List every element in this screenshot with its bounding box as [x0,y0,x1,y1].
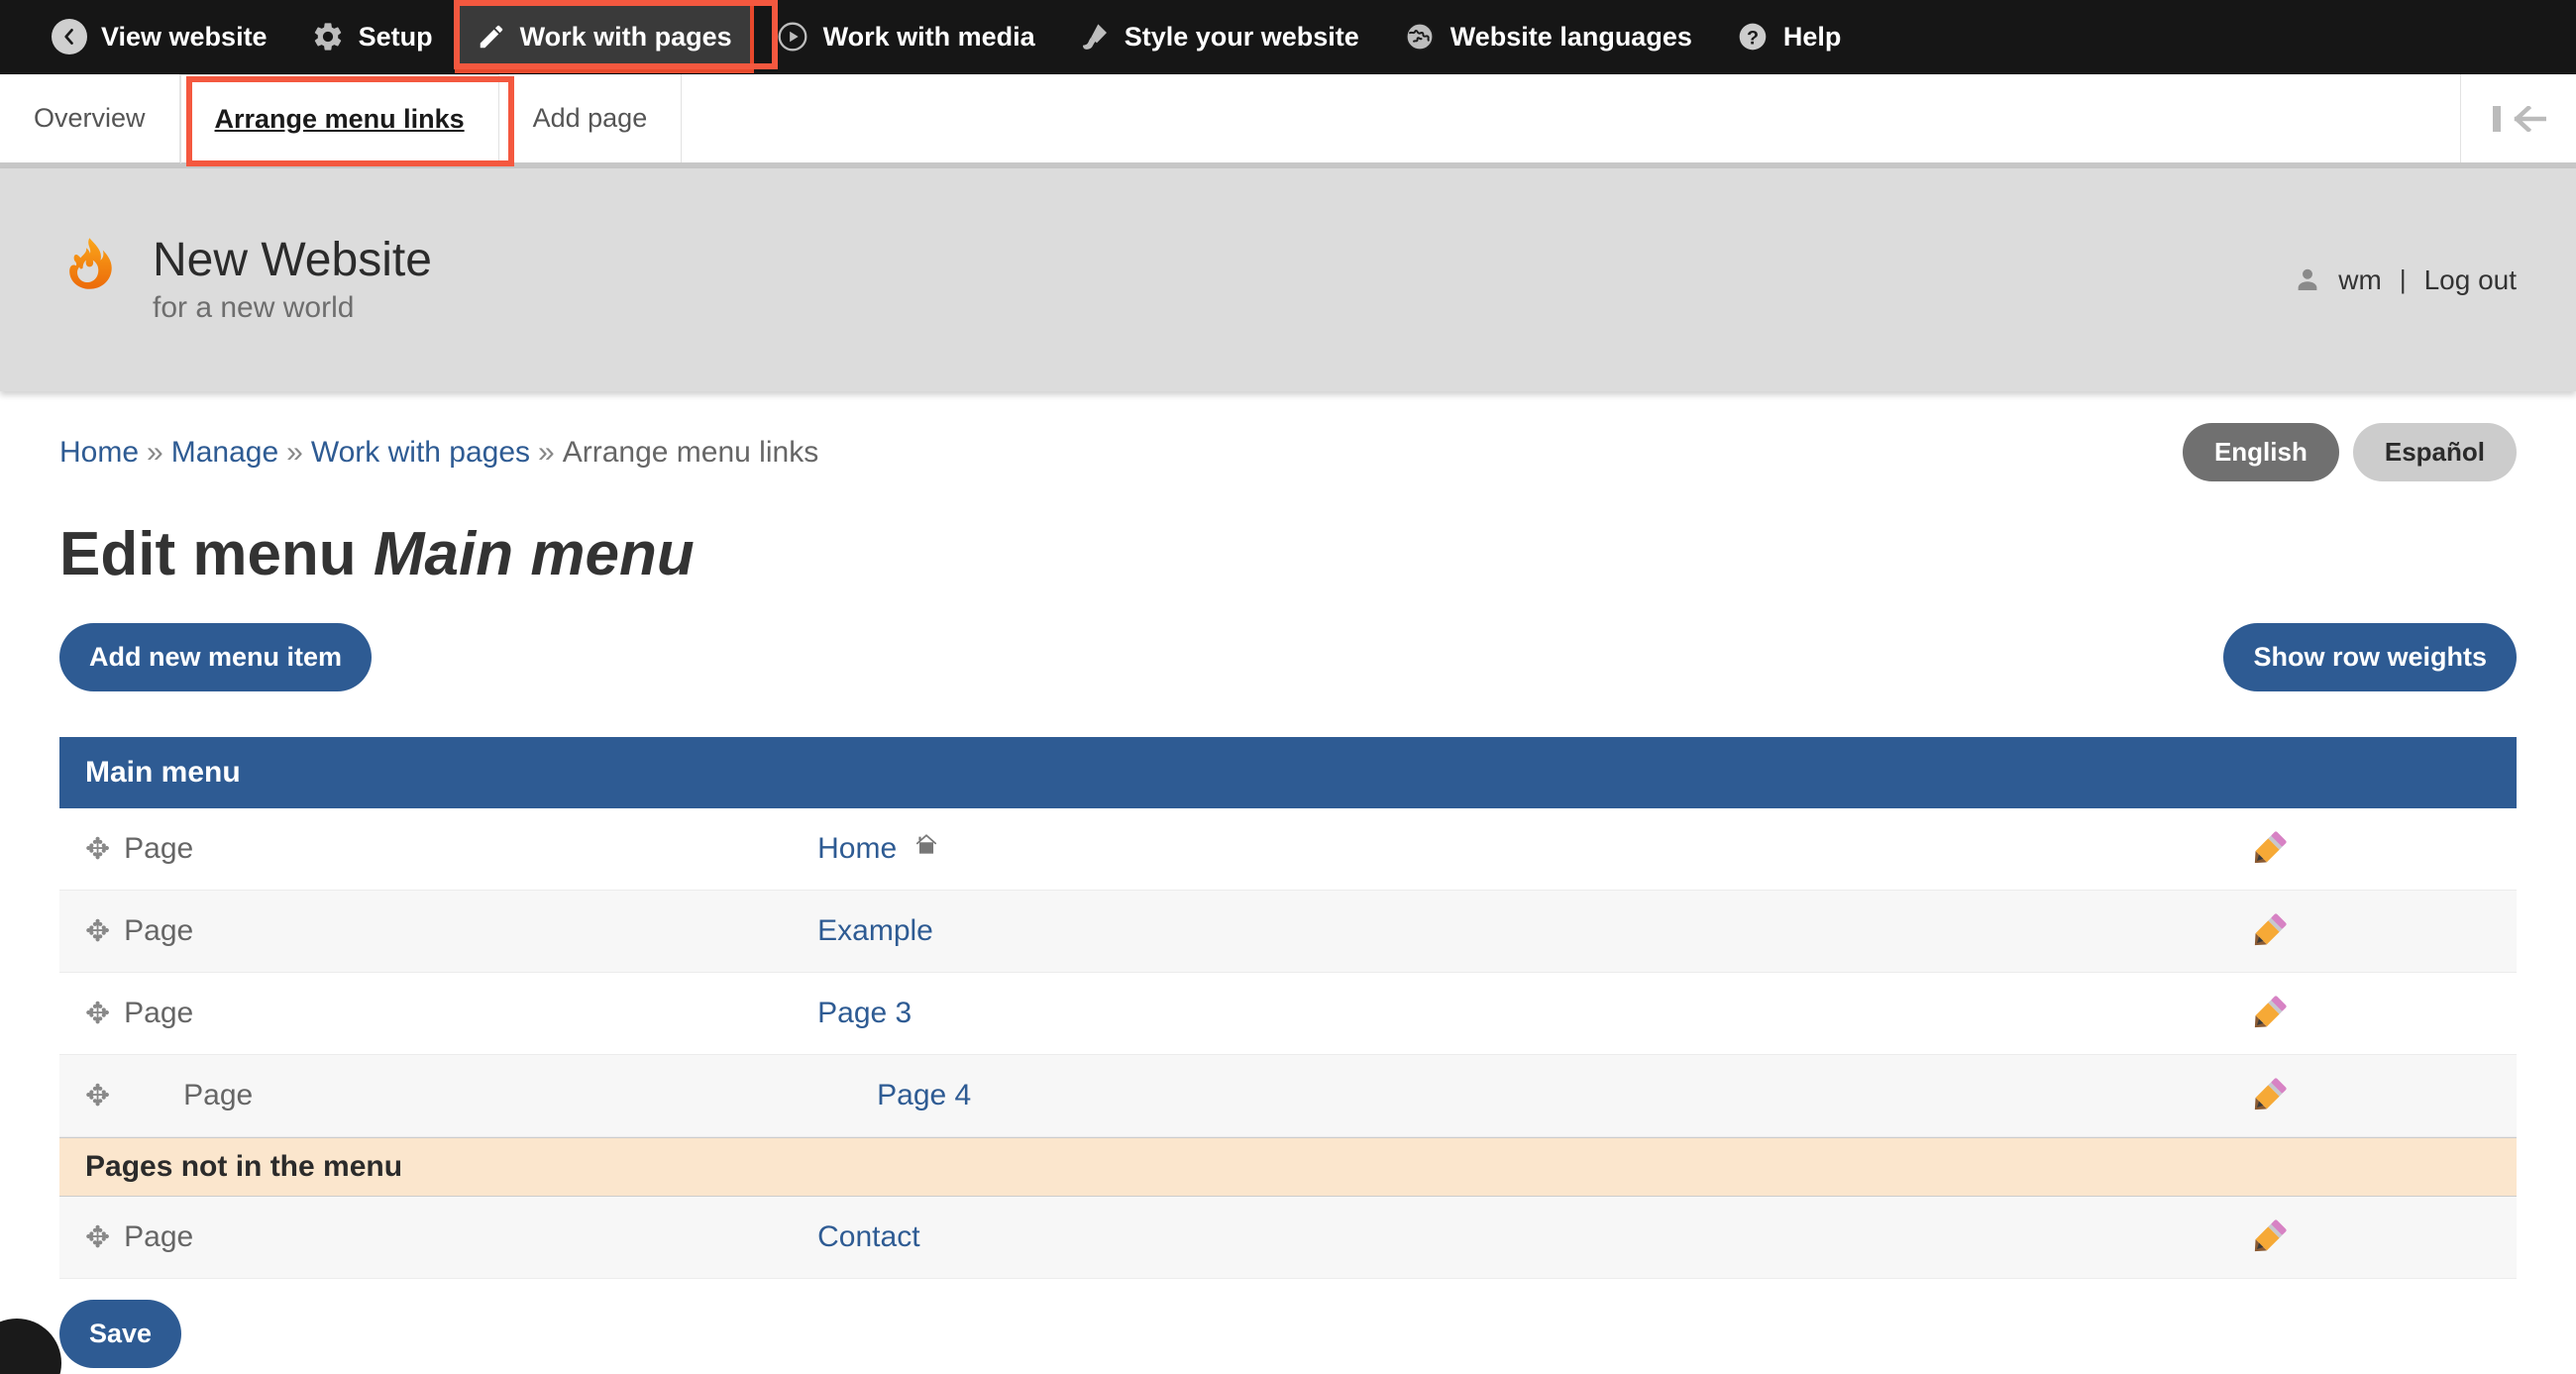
svg-text:?: ? [1747,28,1759,50]
